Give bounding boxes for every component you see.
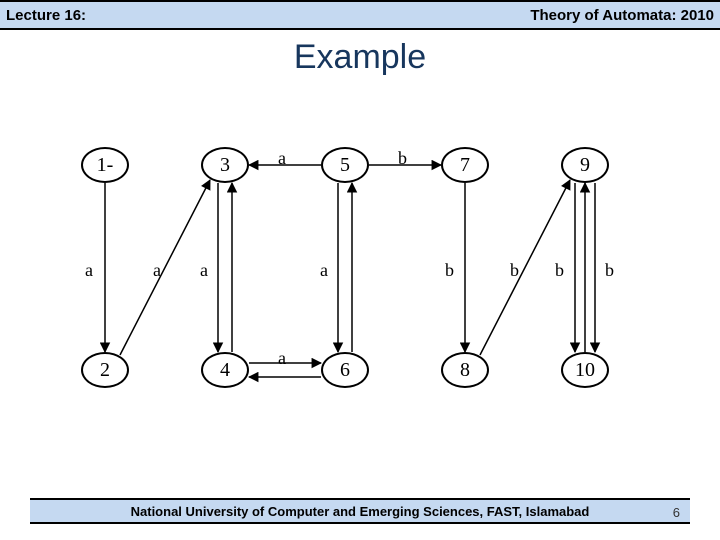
- lecture-label: Lecture 16:: [6, 7, 86, 24]
- edge-2-3: [120, 180, 210, 355]
- header-bar: Lecture 16: Theory of Automata: 2010: [0, 0, 720, 30]
- node-3: 3: [201, 147, 249, 183]
- course-label: Theory of Automata: 2010: [530, 7, 714, 24]
- edge-label-9-10: b: [555, 260, 564, 281]
- footer-text: National University of Computer and Emer…: [131, 504, 590, 519]
- edge-label-3-4: a: [200, 260, 208, 281]
- node-2: 2: [81, 352, 129, 388]
- edge-label-9-10: b: [605, 260, 614, 281]
- node-10: 10: [561, 352, 609, 388]
- node-6: 6: [321, 352, 369, 388]
- node-9: 9: [561, 147, 609, 183]
- page-number: 6: [673, 505, 680, 520]
- node-7: 7: [441, 147, 489, 183]
- edge-label-7-8: b: [445, 260, 454, 281]
- automata-diagram: 1- 3 5 7 9 2 4 6 8 10 a a a a a a b b b b b: [60, 130, 680, 430]
- edge-label-5-7: b: [398, 148, 407, 169]
- node-8: 8: [441, 352, 489, 388]
- node-5: 5: [321, 147, 369, 183]
- edge-label-1-2: a: [85, 260, 93, 281]
- edge-label-2-3: a: [153, 260, 161, 281]
- node-1: 1-: [81, 147, 129, 183]
- edge-label-5-6: a: [320, 260, 328, 281]
- footer-bar: National University of Computer and Emer…: [30, 498, 690, 524]
- node-4: 4: [201, 352, 249, 388]
- edge-label-4-6: a: [278, 348, 286, 369]
- edge-label-8-9: b: [510, 260, 519, 281]
- edge-label-5-3: a: [278, 148, 286, 169]
- page-title: Example: [0, 38, 720, 77]
